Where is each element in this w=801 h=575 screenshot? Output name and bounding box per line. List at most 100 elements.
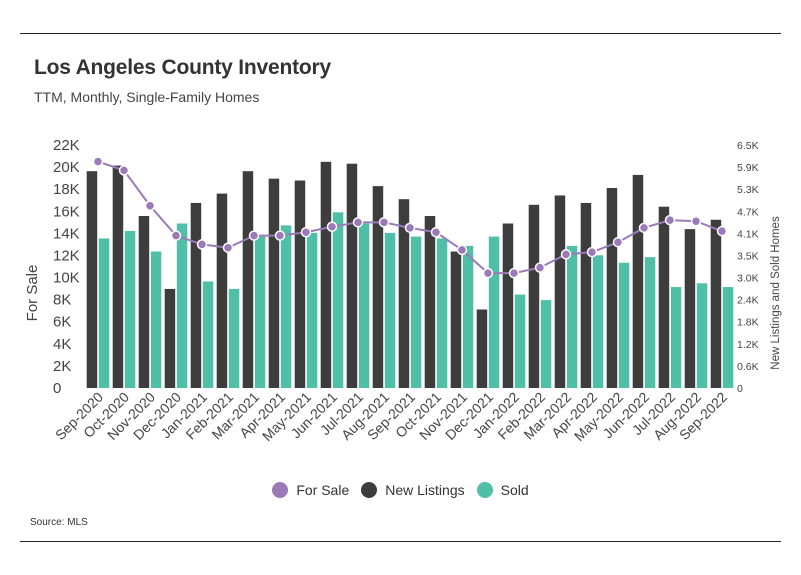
bar-sold xyxy=(150,251,162,388)
bar-new-listings xyxy=(86,171,98,388)
y-axis-title: For Sale xyxy=(24,265,41,322)
bar-new-listings xyxy=(502,223,514,388)
for-sale-point xyxy=(300,227,312,238)
bar-sold xyxy=(202,281,214,388)
y2-tick-label: 3.5K xyxy=(737,250,759,262)
bar-new-listings xyxy=(450,251,462,388)
bar-sold xyxy=(566,245,578,388)
bar-sold xyxy=(540,300,552,388)
y-tick-label: 16K xyxy=(53,203,80,220)
bar-sold xyxy=(358,223,370,388)
y2-axis-title: New Listings and Sold Homes xyxy=(770,216,782,370)
bar-new-listings xyxy=(294,180,306,388)
y2-tick-label: 4.1K xyxy=(737,228,759,240)
bar-new-listings xyxy=(372,186,384,388)
for-sale-point xyxy=(456,244,468,256)
y2-tick-label: 1.2K xyxy=(737,339,759,351)
bar-sold xyxy=(306,232,318,388)
bar-new-listings xyxy=(164,288,176,388)
bar-sold xyxy=(436,238,448,388)
legend-swatch-new-listings xyxy=(361,482,378,498)
y2-tick-label: 2.4K xyxy=(737,295,759,307)
bar-new-listings xyxy=(710,219,722,388)
bar-new-listings xyxy=(684,229,696,388)
y2-tick-label: 4.7K xyxy=(737,206,759,218)
bottom-rule xyxy=(20,541,781,542)
bar-sold xyxy=(280,225,292,388)
bar-sold xyxy=(176,223,188,388)
source-note: Source: MLS xyxy=(30,517,88,528)
bar-sold xyxy=(592,255,604,388)
for-sale-point xyxy=(170,230,182,241)
for-sale-point xyxy=(222,242,234,253)
y-tick-label: 4K xyxy=(53,336,71,353)
bar-new-listings xyxy=(398,199,410,388)
for-sale-point xyxy=(508,267,520,279)
y-tick-label: 14K xyxy=(53,225,80,242)
for-sale-point xyxy=(586,246,598,258)
bar-new-listings xyxy=(632,174,644,388)
y-tick-label: 10K xyxy=(53,270,80,287)
bar-new-listings xyxy=(112,165,124,388)
bar-sold xyxy=(228,288,240,388)
chart-subtitle: TTM, Monthly, Single-Family Homes xyxy=(34,89,260,105)
for-sale-point xyxy=(534,262,546,273)
bar-new-listings xyxy=(190,202,202,388)
bar-new-listings xyxy=(242,171,254,388)
legend-item-new-listings[interactable]: New Listings xyxy=(361,482,465,498)
legend-label-sold: Sold xyxy=(500,482,529,498)
bar-new-listings xyxy=(476,309,488,388)
bar-new-listings xyxy=(658,206,670,388)
bar-new-listings xyxy=(320,161,332,388)
y-tick-label: 8K xyxy=(53,292,71,309)
legend-item-for-sale[interactable]: For Sale xyxy=(272,482,349,498)
bar-new-listings xyxy=(580,202,592,388)
bar-sold xyxy=(254,236,266,388)
bar-sold xyxy=(332,212,344,388)
bars-group xyxy=(86,161,734,388)
y2-tick-label: 0.6K xyxy=(737,361,759,373)
bar-sold xyxy=(488,236,500,388)
for-sale-point xyxy=(144,200,156,211)
legend-item-sold[interactable]: Sold xyxy=(476,482,529,498)
for-sale-point xyxy=(118,165,130,176)
legend-swatch-for-sale xyxy=(272,482,289,498)
for-sale-point xyxy=(560,249,572,260)
for-sale-point xyxy=(664,214,676,226)
bar-sold xyxy=(410,236,422,388)
y-tick-label: 18K xyxy=(53,181,80,198)
legend-swatch-sold xyxy=(476,482,493,498)
y2-tick-label: 5.9K xyxy=(737,162,759,174)
for-sale-point xyxy=(430,227,442,238)
bar-new-listings xyxy=(424,216,436,388)
legend-label-new-listings: New Listings xyxy=(385,482,465,498)
bar-sold xyxy=(644,257,656,388)
for-sale-point xyxy=(690,215,702,227)
bar-sold xyxy=(696,283,708,388)
for-sale-point xyxy=(274,230,286,241)
bar-sold xyxy=(514,294,526,388)
for-sale-point xyxy=(92,156,104,167)
y-tick-label: 12K xyxy=(53,247,80,264)
bar-sold xyxy=(618,262,630,388)
bar-new-listings xyxy=(268,178,280,388)
chart-title: Los Angeles County Inventory xyxy=(34,56,331,79)
y-tick-label: 6K xyxy=(53,314,71,331)
for-sale-point xyxy=(352,217,364,228)
y2-tick-label: 6.5K xyxy=(737,140,759,152)
bar-new-listings xyxy=(606,187,618,388)
y2-tick-label: 1.8K xyxy=(737,317,759,329)
bar-new-listings xyxy=(216,193,228,388)
for-sale-point xyxy=(482,267,494,279)
for-sale-point xyxy=(612,236,624,248)
bar-sold xyxy=(384,232,396,388)
for-sale-point xyxy=(404,222,416,234)
y2-tick-label: 3.0K xyxy=(737,273,759,285)
top-rule xyxy=(20,33,781,34)
y2-tick-label: 0 xyxy=(737,383,743,395)
y2-tick-label: 5.3K xyxy=(737,184,759,196)
y-tick-label: 20K xyxy=(53,159,80,176)
bar-new-listings xyxy=(138,216,150,388)
for-sale-point xyxy=(326,221,338,232)
